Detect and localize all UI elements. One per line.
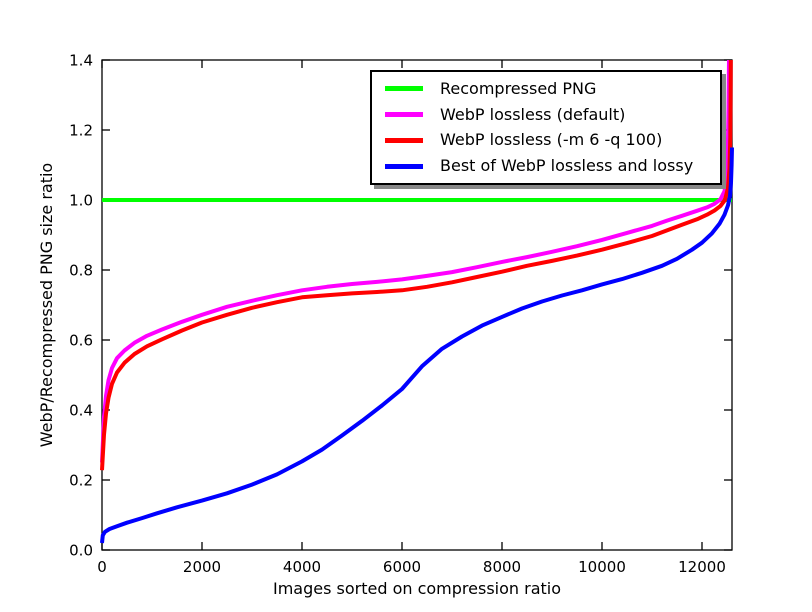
legend-line-swatch (385, 86, 423, 92)
y-tick-label: 0.4 (69, 402, 93, 420)
x-tick-label: 6000 (383, 558, 421, 576)
x-tick-label: 2000 (183, 558, 221, 576)
legend-label: WebP lossless (default) (440, 104, 626, 124)
x-tick-label: 12000 (678, 558, 726, 576)
x-tick-label: 0 (97, 558, 107, 576)
y-axis-label: WebP/Recompressed PNG size ratio (37, 163, 56, 447)
legend-item-webp-lossless-m6-q100: WebP lossless (-m 6 -q 100) (372, 128, 720, 154)
legend-line-swatch (385, 163, 423, 169)
plot-border (101, 59, 733, 551)
series-group (100, 59, 734, 544)
legend-label: Recompressed PNG (440, 78, 597, 98)
y-tick-label: 0.0 (69, 542, 93, 560)
y-tick-label: 1.2 (69, 122, 93, 140)
legend-item-webp-lossless-default: WebP lossless (default) (372, 102, 720, 128)
legend-item-best-of-webp: Best of WebP lossless and lossy (372, 153, 720, 179)
x-tick-label: 4000 (283, 558, 321, 576)
y-tick-label: 1.0 (69, 192, 93, 210)
x-tick-label: 8000 (483, 558, 521, 576)
legend-label: Best of WebP lossless and lossy (440, 156, 694, 176)
y-tick-label: 1.4 (69, 52, 93, 70)
legend-line-swatch (385, 137, 423, 143)
legend: Recompressed PNG WebP lossless (default)… (370, 70, 722, 185)
y-tick-label: 0.6 (69, 332, 93, 350)
legend-item-recompressed-png: Recompressed PNG (372, 76, 720, 102)
y-tick-label: 0.2 (69, 472, 93, 490)
x-tick-label: 10000 (578, 558, 626, 576)
y-tick-label: 0.8 (69, 262, 93, 280)
series-line-webp-lossless-m-6-q-100 (100, 59, 733, 471)
series-line-webp-lossless-default (100, 59, 731, 463)
series-line-best-of-webp-lossless-and-lossy (100, 147, 734, 544)
legend-line-swatch (385, 112, 423, 118)
legend-label: WebP lossless (-m 6 -q 100) (440, 130, 663, 150)
ticks-group: 0 2000 4000 6000 8000 10000 12000 0.0 0.2 0.4 0.6 0… (69, 52, 732, 576)
x-axis-label: Images sorted on compression ratio (273, 579, 561, 598)
